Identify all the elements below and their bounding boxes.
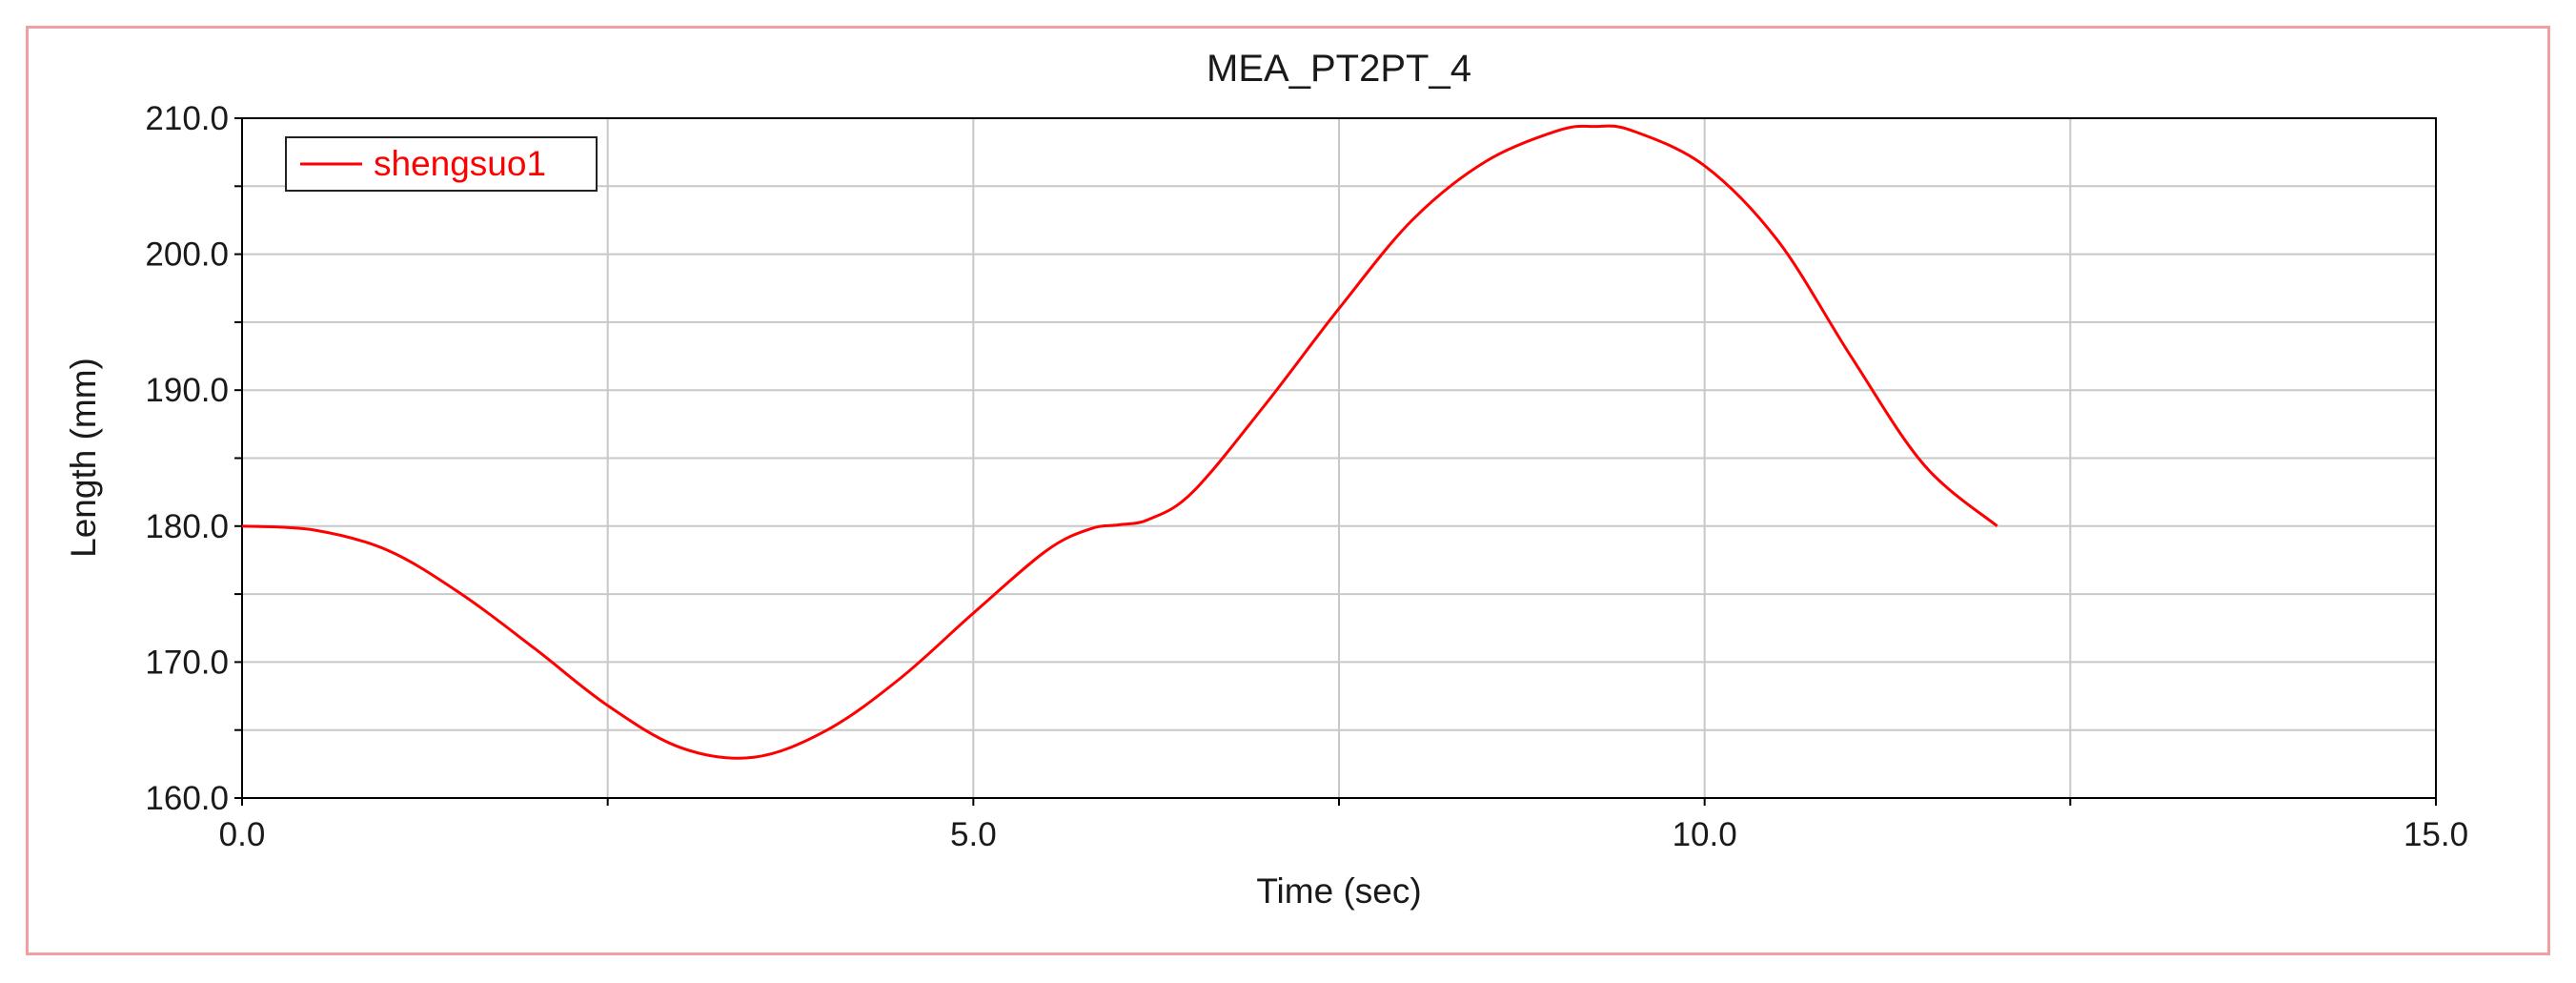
minor-ticks [234, 117, 2437, 806]
x-tick-label: 5.0 [950, 816, 997, 853]
y-axis-label: Length (mm) [64, 358, 103, 558]
y-tick-label: 190.0 [145, 372, 229, 409]
y-tick-label: 210.0 [145, 100, 229, 137]
grid-lines [242, 118, 2436, 798]
x-tick-label: 15.0 [2404, 816, 2468, 853]
tick-labels: 0.0 5.0 10.0 15.0 160.0 170.0 180.0 190.0 200.0 2… [145, 100, 2468, 853]
x-tick-label: 0.0 [219, 816, 266, 853]
chart-title: MEA_PT2PT_4 [1207, 48, 1471, 90]
x-axis-label: Time (sec) [1256, 871, 1421, 911]
legend-label: shengsuo1 [374, 144, 546, 183]
series-line-shengsuo1 [241, 124, 1998, 760]
y-tick-label: 170.0 [145, 644, 229, 681]
chart-frame: MEA_PT2PT_4 0.0 5.0 10.0 15.0 160.0 170.0 180.… [26, 26, 2550, 955]
y-tick-label: 160.0 [145, 780, 229, 817]
y-tick-label: 180.0 [145, 508, 229, 545]
line-chart: MEA_PT2PT_4 0.0 5.0 10.0 15.0 160.0 170.0 180.… [64, 48, 2468, 911]
y-tick-label: 200.0 [145, 236, 229, 274]
x-tick-label: 10.0 [1673, 816, 1737, 853]
legend: shengsuo1 [285, 136, 598, 192]
